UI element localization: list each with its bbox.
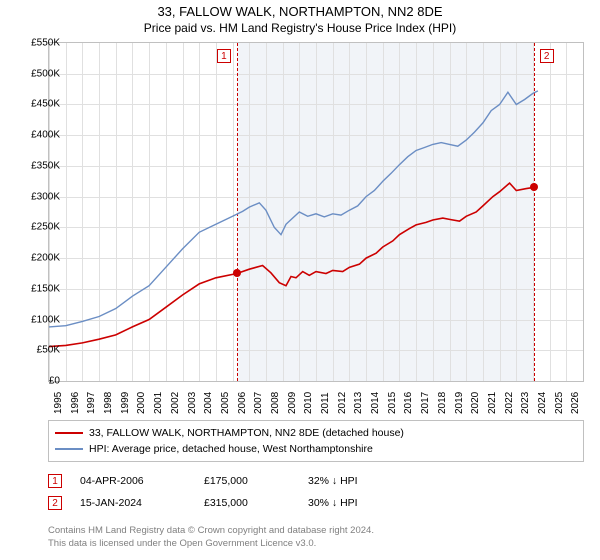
xtick-label: 2016: [403, 392, 414, 414]
event-date-1: 04-APR-2006: [80, 470, 200, 492]
xtick-label: 2017: [420, 392, 431, 414]
xtick-label: 2021: [487, 392, 498, 414]
xtick-label: 2023: [520, 392, 531, 414]
plot-area: 12: [48, 42, 584, 382]
ytick-label: £400K: [16, 130, 60, 141]
xtick-label: 2000: [136, 392, 147, 414]
event-delta-2: 30% ↓ HPI: [308, 492, 428, 514]
xtick-label: 1998: [103, 392, 114, 414]
xtick-label: 2012: [337, 392, 348, 414]
xtick-label: 2006: [237, 392, 248, 414]
xtick-label: 2004: [203, 392, 214, 414]
event-row-2: 2 15-JAN-2024 £315,000 30% ↓ HPI: [48, 492, 584, 514]
title-block: 33, FALLOW WALK, NORTHAMPTON, NN2 8DE Pr…: [0, 0, 600, 35]
ytick-label: £150K: [16, 283, 60, 294]
event-row-1: 1 04-APR-2006 £175,000 32% ↓ HPI: [48, 470, 584, 492]
xtick-label: 2013: [353, 392, 364, 414]
xtick-label: 2026: [570, 392, 581, 414]
xtick-label: 2005: [220, 392, 231, 414]
price-dot: [530, 183, 538, 191]
chart-subtitle: Price paid vs. HM Land Registry's House …: [0, 21, 600, 35]
xtick-label: 2019: [454, 392, 465, 414]
ytick-label: £550K: [16, 38, 60, 49]
legend-swatch-red: [55, 432, 83, 434]
ytick-label: £0: [16, 376, 60, 387]
event-delta-1: 32% ↓ HPI: [308, 470, 428, 492]
xtick-label: 2018: [437, 392, 448, 414]
event-marker-2: 2: [48, 496, 62, 510]
legend-label-2: HPI: Average price, detached house, West…: [89, 441, 373, 457]
ytick-label: £200K: [16, 253, 60, 264]
xtick-label: 2024: [537, 392, 548, 414]
xtick-label: 2022: [504, 392, 515, 414]
ytick-label: £250K: [16, 222, 60, 233]
ytick-label: £300K: [16, 191, 60, 202]
ytick-label: £50K: [16, 345, 60, 356]
xtick-label: 2007: [253, 392, 264, 414]
chart-container: 33, FALLOW WALK, NORTHAMPTON, NN2 8DE Pr…: [0, 0, 600, 560]
legend-and-events: 33, FALLOW WALK, NORTHAMPTON, NN2 8DE (d…: [48, 420, 584, 514]
xtick-label: 2008: [270, 392, 281, 414]
xtick-label: 2010: [303, 392, 314, 414]
xtick-label: 2015: [387, 392, 398, 414]
footnote-line-1: Contains HM Land Registry data © Crown c…: [48, 524, 374, 537]
xtick-label: 2025: [554, 392, 565, 414]
event-marker-1: 1: [48, 474, 62, 488]
event-price-2: £315,000: [204, 492, 304, 514]
xtick-label: 2002: [170, 392, 181, 414]
xtick-label: 1999: [120, 392, 131, 414]
xtick-label: 2011: [320, 392, 331, 414]
legend-label-1: 33, FALLOW WALK, NORTHAMPTON, NN2 8DE (d…: [89, 425, 404, 441]
price-dot: [233, 269, 241, 277]
ytick-label: £500K: [16, 68, 60, 79]
event-price-1: £175,000: [204, 470, 304, 492]
xtick-label: 1996: [70, 392, 81, 414]
xtick-label: 1995: [53, 392, 64, 414]
series-price_paid: [49, 183, 534, 347]
event-date-2: 15-JAN-2024: [80, 492, 200, 514]
events-table: 1 04-APR-2006 £175,000 32% ↓ HPI 2 15-JA…: [48, 470, 584, 514]
xtick-label: 2009: [287, 392, 298, 414]
series-hpi: [49, 91, 538, 327]
xtick-label: 2020: [470, 392, 481, 414]
chart-title: 33, FALLOW WALK, NORTHAMPTON, NN2 8DE: [0, 4, 600, 19]
ytick-label: £100K: [16, 314, 60, 325]
legend-swatch-blue: [55, 448, 83, 450]
xtick-label: 2003: [187, 392, 198, 414]
legend-box: 33, FALLOW WALK, NORTHAMPTON, NN2 8DE (d…: [48, 420, 584, 462]
legend-row-1: 33, FALLOW WALK, NORTHAMPTON, NN2 8DE (d…: [55, 425, 577, 441]
chart-lines: [49, 43, 583, 381]
xtick-label: 1997: [86, 392, 97, 414]
xtick-label: 2014: [370, 392, 381, 414]
footnote-line-2: This data is licensed under the Open Gov…: [48, 537, 374, 550]
footnote: Contains HM Land Registry data © Crown c…: [48, 524, 374, 550]
legend-row-2: HPI: Average price, detached house, West…: [55, 441, 577, 457]
ytick-label: £450K: [16, 99, 60, 110]
xtick-label: 2001: [153, 392, 164, 414]
ytick-label: £350K: [16, 160, 60, 171]
